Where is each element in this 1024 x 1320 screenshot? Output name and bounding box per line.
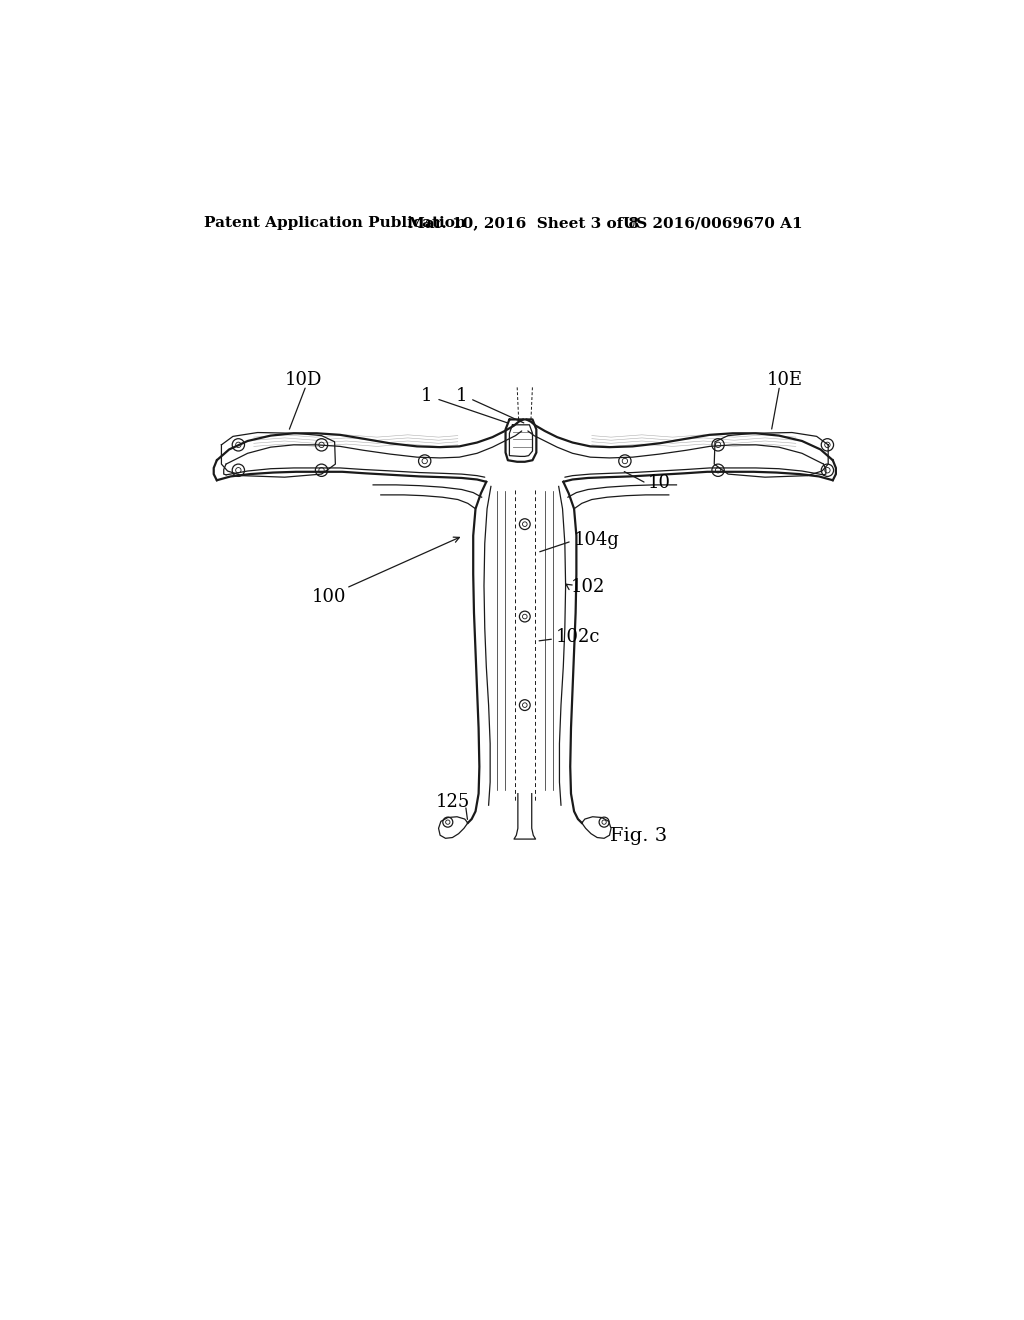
Text: 10D: 10D — [285, 371, 322, 389]
Text: Fig. 3: Fig. 3 — [609, 828, 667, 845]
Text: 10: 10 — [648, 474, 671, 492]
Text: 102: 102 — [571, 578, 605, 595]
Text: 1: 1 — [421, 387, 432, 404]
Text: 1: 1 — [456, 387, 467, 404]
Text: Patent Application Publication: Patent Application Publication — [204, 216, 466, 230]
Text: 10E: 10E — [767, 371, 803, 389]
Text: Mar. 10, 2016  Sheet 3 of 8: Mar. 10, 2016 Sheet 3 of 8 — [408, 216, 639, 230]
Text: US 2016/0069670 A1: US 2016/0069670 A1 — [624, 216, 803, 230]
Text: 104g: 104g — [573, 531, 620, 549]
Text: 125: 125 — [435, 793, 470, 810]
Text: 100: 100 — [312, 589, 346, 606]
Text: 102c: 102c — [556, 628, 600, 647]
